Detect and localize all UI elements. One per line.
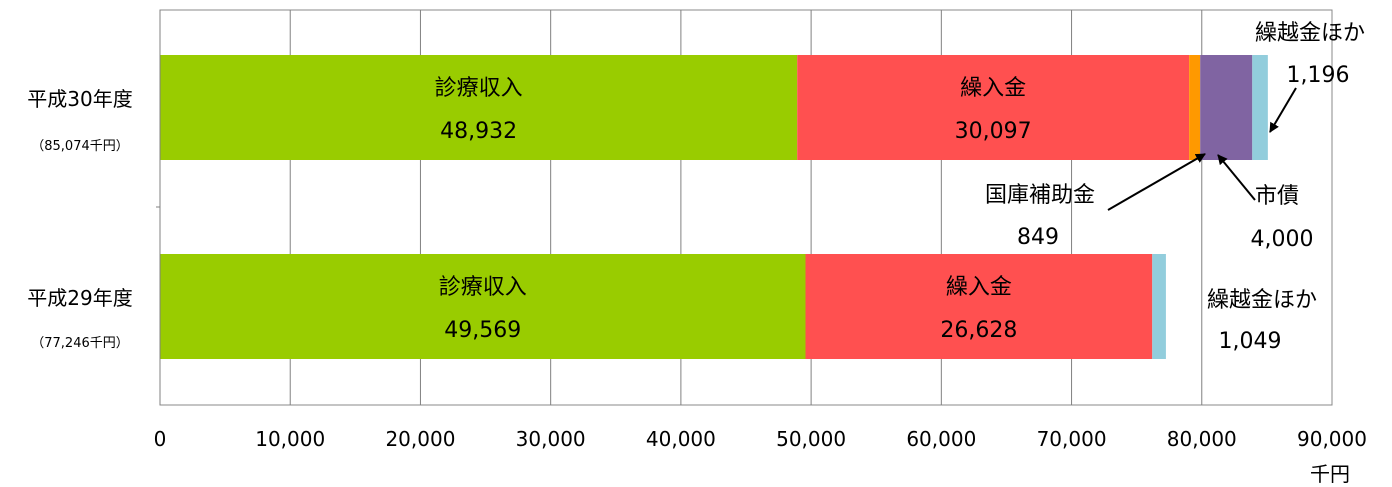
segment-name-label: 繰入金 (946, 275, 1012, 300)
category-label: 平成30年度 (27, 87, 132, 111)
x-tick-label: 60,000 (906, 427, 976, 451)
bar-segment (1252, 55, 1268, 160)
bar-segment (797, 55, 1190, 160)
annotations: 繰越金ほか 1,196 国庫補助金 849 市債 4,000 繰越金ほか 1,049 (985, 21, 1365, 354)
x-tick-label: 90,000 (1297, 427, 1367, 451)
bars (160, 55, 1268, 359)
segment-name-label: 繰入金 (960, 76, 1026, 101)
category-labels: 平成30年度 （85,074千円） 平成29年度 （77,246千円） (27, 87, 132, 351)
segment-name-label: 診療収入 (439, 275, 527, 300)
category-label: 平成29年度 (27, 286, 132, 310)
x-tick-label: 30,000 (516, 427, 586, 451)
x-tick-label: 20,000 (385, 427, 455, 451)
annotation-arrow (1217, 154, 1256, 201)
x-tick-label: 50,000 (776, 427, 846, 451)
segment-name-label: 診療収入 (435, 76, 523, 101)
x-tick-label: 10,000 (255, 427, 325, 451)
segment-value-label: 49,569 (444, 318, 521, 343)
annotation-name: 繰越金ほか (1255, 21, 1365, 46)
annotation-value: 4,000 (1251, 227, 1314, 252)
x-axis: 0 10,000 20,000 30,000 40,000 50,000 60,000 70,… (154, 10, 1367, 486)
x-tick-label: 0 (154, 427, 167, 451)
bar-segment (160, 254, 806, 359)
annotation-name: 繰越金ほか (1207, 288, 1317, 313)
category-sublabel: （85,074千円） (31, 139, 129, 154)
bar-segment (1152, 254, 1166, 359)
annotation-value: 849 (1017, 225, 1059, 250)
segment-value-label: 26,628 (940, 318, 1017, 343)
bar-segment (1189, 55, 1201, 160)
segment-labels: 診療収入 48,932 繰入金 30,097 診療収入 49,569 繰入金 26,628 (435, 76, 1032, 343)
x-axis-unit: 千円 (1310, 462, 1350, 486)
annotation-arrow (1107, 153, 1206, 211)
x-tick-label: 80,000 (1167, 427, 1237, 451)
segment-value-label: 48,932 (440, 119, 517, 144)
x-tick-label: 40,000 (646, 427, 716, 451)
bar-segment (160, 55, 798, 160)
annotation-value: 1,196 (1287, 63, 1350, 88)
annotation-name: 市債 (1255, 184, 1299, 209)
bar-segment (805, 254, 1153, 359)
category-sublabel: （77,246千円） (31, 336, 129, 351)
bar-segment (1200, 55, 1253, 160)
annotation-value: 1,049 (1219, 329, 1282, 354)
annotation-name: 国庫補助金 (985, 183, 1095, 208)
x-tick-label: 70,000 (1037, 427, 1107, 451)
segment-value-label: 30,097 (955, 119, 1032, 144)
annotation-arrow (1269, 87, 1297, 133)
